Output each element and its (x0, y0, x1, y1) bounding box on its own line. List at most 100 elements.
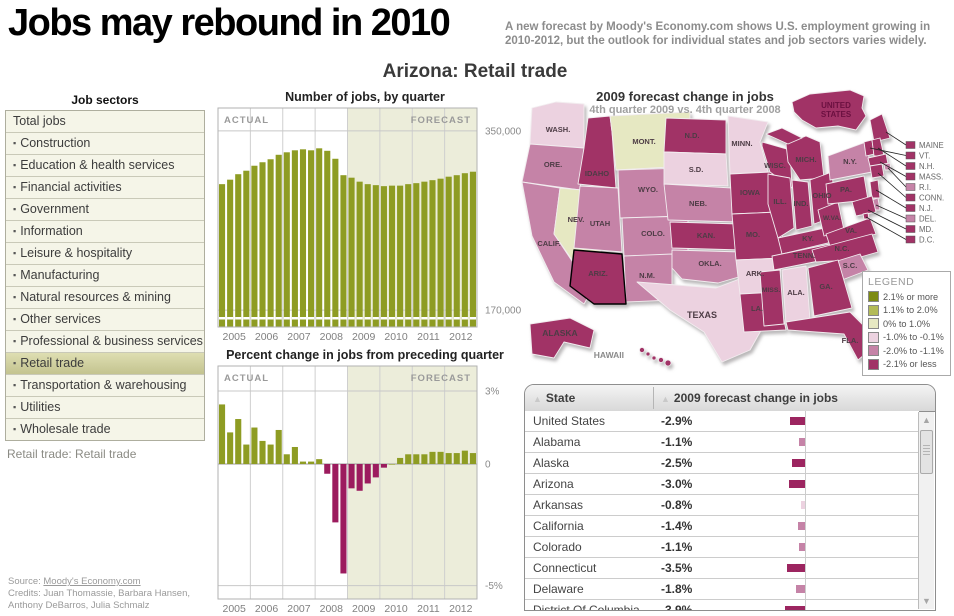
scroll-up-icon[interactable]: ▲ (922, 415, 931, 425)
scroll-down-icon[interactable]: ▼ (922, 596, 931, 606)
table-row-connecticut[interactable]: Connecticut -3.5% (525, 558, 919, 579)
scrollbar-thumb[interactable] (920, 430, 933, 474)
callout-swatch-maine[interactable] (905, 141, 916, 149)
source-link[interactable]: Moody's Economy.com (43, 576, 141, 587)
table-row-alaska[interactable]: Alaska -2.5% (525, 453, 919, 474)
sidebar-item-label: Government (20, 202, 89, 216)
sidebar-item-education-health-services[interactable]: ▪ Education & health services (6, 154, 204, 176)
table-scrollbar[interactable]: ▲ ▼ (918, 412, 934, 609)
table-row-arkansas[interactable]: Arkansas -0.8% (525, 495, 919, 516)
state-miss[interactable] (759, 269, 785, 327)
state-label-wva: W.VA. (823, 215, 841, 222)
map-legend: LEGEND 2.1% or more 1.1% to 2.0% 0% to 1.0… (862, 271, 951, 376)
bar-2011-Q1 (413, 183, 420, 327)
table-row-delaware[interactable]: Delaware -1.8% (525, 579, 919, 600)
sidebar-item-professional-business-services[interactable]: ▪ Professional & business services (6, 330, 204, 352)
cell-value: -1.4% (661, 519, 693, 533)
sector-list: Total jobs ▪ Construction ▪ Education & heal… (5, 110, 205, 441)
callout-swatch-n-j[interactable] (905, 204, 916, 212)
bar-2006-Q3 (267, 159, 274, 327)
state-ind[interactable] (791, 179, 813, 231)
table-row-united-states[interactable]: United States -2.9% (525, 411, 919, 432)
callout-swatch-del[interactable] (905, 214, 916, 223)
callout-swatch-r-i[interactable] (905, 183, 916, 191)
svg-text:ACTUAL: ACTUAL (224, 373, 269, 384)
legend-entry-2-1-or-more: 2.1% or more (868, 290, 947, 304)
sidebar-item-construction[interactable]: ▪ Construction (6, 132, 204, 154)
state-utah[interactable] (573, 185, 623, 253)
bar-2005-Q3 (235, 174, 242, 327)
cell-value: -3.5% (661, 561, 693, 575)
state-minn[interactable] (727, 115, 769, 175)
state-hawaii[interactable] (639, 347, 645, 353)
sidebar-item-total-jobs[interactable]: Total jobs (6, 111, 204, 132)
callout-swatch-md[interactable] (905, 225, 916, 233)
source-line: Source: Moody's Economy.com (8, 576, 190, 588)
callout-swatch-n-h[interactable] (905, 162, 916, 170)
callout-swatch-vt[interactable] (905, 151, 916, 160)
svg-text:2011: 2011 (417, 331, 440, 343)
state-nj[interactable] (869, 179, 881, 199)
sidebar-item-natural-resources-mining[interactable]: ▪ Natural resources & mining (6, 286, 204, 308)
state-ariz[interactable] (569, 249, 627, 305)
state-ga[interactable] (807, 259, 853, 317)
state-maine[interactable] (869, 113, 891, 143)
table-row-california[interactable]: California -1.4% (525, 516, 919, 537)
callout-swatch-conn[interactable] (905, 193, 916, 202)
state-texas[interactable] (636, 277, 769, 363)
bar-2010-Q1 (380, 186, 387, 327)
sidebar-item-utilities[interactable]: ▪ Utilities (6, 396, 204, 418)
sidebar-item-retail-trade[interactable]: ▪ Retail trade (6, 352, 204, 374)
callout-label-maine: MAINE (919, 141, 944, 150)
sidebar-item-transportation-warehousing[interactable]: ▪ Transportation & warehousing (6, 374, 204, 396)
state-label-ill: ILL. (773, 197, 786, 206)
state-conn[interactable] (869, 163, 885, 179)
callout-label-md: MD. (919, 225, 933, 234)
state-alaska[interactable] (529, 317, 595, 359)
sidebar-item-leisure-hospitality[interactable]: ▪ Leisure & hospitality (6, 242, 204, 264)
bar-2011-Q2 (421, 454, 428, 465)
table-row-district-of-columbia[interactable]: District Of Columbia -3.9% (525, 600, 919, 610)
table-body: United States -2.9% Alabama -1.1% Alaska -2.5… (525, 411, 919, 610)
state-wash[interactable] (529, 101, 585, 149)
state-va[interactable] (825, 217, 877, 247)
callout-swatch-mass[interactable] (905, 172, 916, 181)
state-nc[interactable] (811, 233, 879, 263)
state-ill[interactable] (767, 173, 795, 239)
us-inset[interactable] (791, 89, 867, 131)
state-hawaii[interactable] (658, 357, 664, 363)
state-label-alaska: ALASKA (542, 328, 577, 338)
table-row-colorado[interactable]: Colorado -1.1% (525, 537, 919, 558)
sidebar-item-other-services[interactable]: ▪ Other services (6, 308, 204, 330)
state-label-ore: ORE. (544, 160, 562, 169)
state-hawaii[interactable] (645, 351, 651, 357)
bullet-icon: ▪ (13, 292, 17, 302)
callout-swatch-d-c[interactable] (905, 235, 916, 244)
bar-2007-Q1 (283, 152, 290, 327)
state-nh[interactable] (871, 137, 885, 157)
state-label-iowa: IOWA (740, 188, 761, 197)
sidebar-item-government[interactable]: ▪ Government (6, 198, 204, 220)
state-label-idaho: IDAHO (585, 169, 609, 178)
column-header-forecast-change[interactable]: ▲ 2009 forecast change in jobs (661, 391, 838, 405)
sidebar-item-information[interactable]: ▪ Information (6, 220, 204, 242)
sort-asc-icon: ▲ (661, 394, 670, 404)
state-sd[interactable] (663, 151, 729, 187)
sidebar-item-wholesale-trade[interactable]: ▪ Wholesale trade (6, 418, 204, 440)
bar-2012-Q2 (453, 453, 460, 465)
pct-change-chart: Percent change in jobs from preceding qu… (215, 348, 525, 616)
sidebar-item-manufacturing[interactable]: ▪ Manufacturing (6, 264, 204, 286)
state-hawaii[interactable] (651, 355, 657, 361)
column-header-state[interactable]: ▲ State (533, 391, 576, 405)
svg-text:170,000: 170,000 (485, 306, 522, 317)
cell-bar (799, 543, 805, 551)
svg-text:350,000: 350,000 (485, 126, 522, 137)
table-row-alabama[interactable]: Alabama -1.1% (525, 432, 919, 453)
svg-text:2009: 2009 (352, 603, 376, 614)
cell-bar (795, 585, 805, 593)
svg-text:3%: 3% (485, 387, 500, 398)
state-hawaii[interactable] (664, 359, 672, 367)
sidebar-item-financial-activities[interactable]: ▪ Financial activities (6, 176, 204, 198)
table-row-arizona[interactable]: Arizona -3.0% (525, 474, 919, 495)
